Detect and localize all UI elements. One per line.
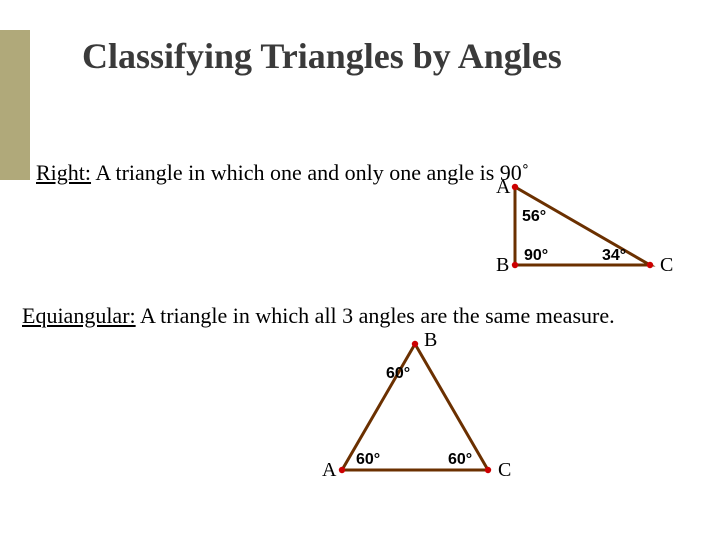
- vertex-label-B: B: [496, 254, 509, 276]
- angle-label-60-top: 60°: [386, 365, 410, 382]
- vertex-dot-B2: [412, 341, 418, 347]
- vertex-label-A2: A: [322, 459, 337, 481]
- vertex-dot-C2: [485, 467, 491, 473]
- angle-label-34: 34°: [602, 247, 626, 264]
- accent-bar: [0, 30, 30, 180]
- vertex-label-C: C: [660, 254, 673, 276]
- definition-equiangular-text: A triangle in which all 3 angles are the…: [140, 303, 615, 328]
- definition-equiangular: Equiangular: A triangle in which all 3 a…: [22, 303, 615, 329]
- vertex-label-C2: C: [498, 459, 511, 481]
- angle-label-60-left: 60°: [356, 451, 380, 468]
- vertex-dot-C: [647, 262, 653, 268]
- vertex-label-A: A: [496, 176, 511, 198]
- term-right: Right:: [36, 160, 91, 185]
- term-equiangular: Equiangular:: [22, 303, 136, 328]
- equiangular-triangle-diagram: B A C 60° 60° 60°: [300, 330, 530, 490]
- angle-label-90: 90°: [524, 247, 548, 264]
- vertex-dot-A: [512, 184, 518, 190]
- vertex-dot-A2: [339, 467, 345, 473]
- page-title: Classifying Triangles by Angles: [82, 35, 562, 77]
- vertex-label-B2: B: [424, 330, 437, 351]
- angle-label-56: 56°: [522, 208, 546, 225]
- vertex-dot-B: [512, 262, 518, 268]
- angle-label-60-right: 60°: [448, 451, 472, 468]
- right-triangle-diagram: A B C 56° 90° 34°: [460, 175, 690, 285]
- definition-right: Right: A triangle in which one and only …: [36, 160, 529, 186]
